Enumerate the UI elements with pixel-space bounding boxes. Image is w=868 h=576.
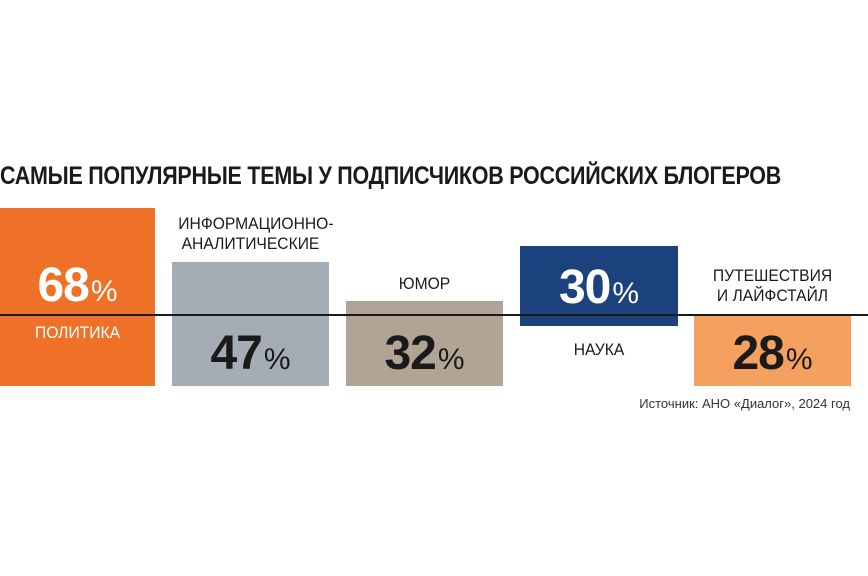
value-unit: % (263, 343, 291, 376)
value-label-1: 68% (0, 262, 155, 310)
category-label-1: ПОЛИТИКА (34, 323, 121, 342)
category-label-3: ЮМОР (398, 274, 451, 293)
value-label-4: 30% (520, 264, 678, 312)
chart-title: САМЫЕ ПОПУЛЯРНЫЕ ТЕМЫ У ПОДПИСЧИКОВ РОСС… (0, 162, 782, 190)
value-unit: % (437, 343, 465, 376)
bar-4 (520, 246, 678, 326)
value-label-2: 47% (172, 330, 329, 378)
category-label-4: НАУКА (573, 340, 625, 359)
value-number: 68 (37, 259, 89, 312)
source-note: Источник: АНО «Диалог», 2024 год (639, 396, 850, 411)
value-number: 47 (210, 327, 262, 380)
value-unit: % (612, 277, 640, 310)
value-number: 32 (384, 327, 436, 380)
value-label-3: 32% (346, 330, 503, 378)
value-label-5: 28% (694, 330, 851, 378)
value-number: 28 (732, 327, 784, 380)
baseline-line (0, 314, 868, 316)
value-unit: % (90, 275, 118, 308)
bar-2 (172, 262, 329, 386)
bar-1 (0, 208, 155, 386)
value-unit: % (785, 343, 813, 376)
bar-5 (694, 316, 851, 386)
category-label-5: ПУТЕШЕСТВИЯ И ЛАЙФСТАЙЛ (712, 266, 833, 305)
value-number: 30 (558, 261, 611, 314)
category-label-2: ИНФОРМАЦИОННО- АНАЛИТИЧЕСКИЕ (178, 214, 334, 253)
